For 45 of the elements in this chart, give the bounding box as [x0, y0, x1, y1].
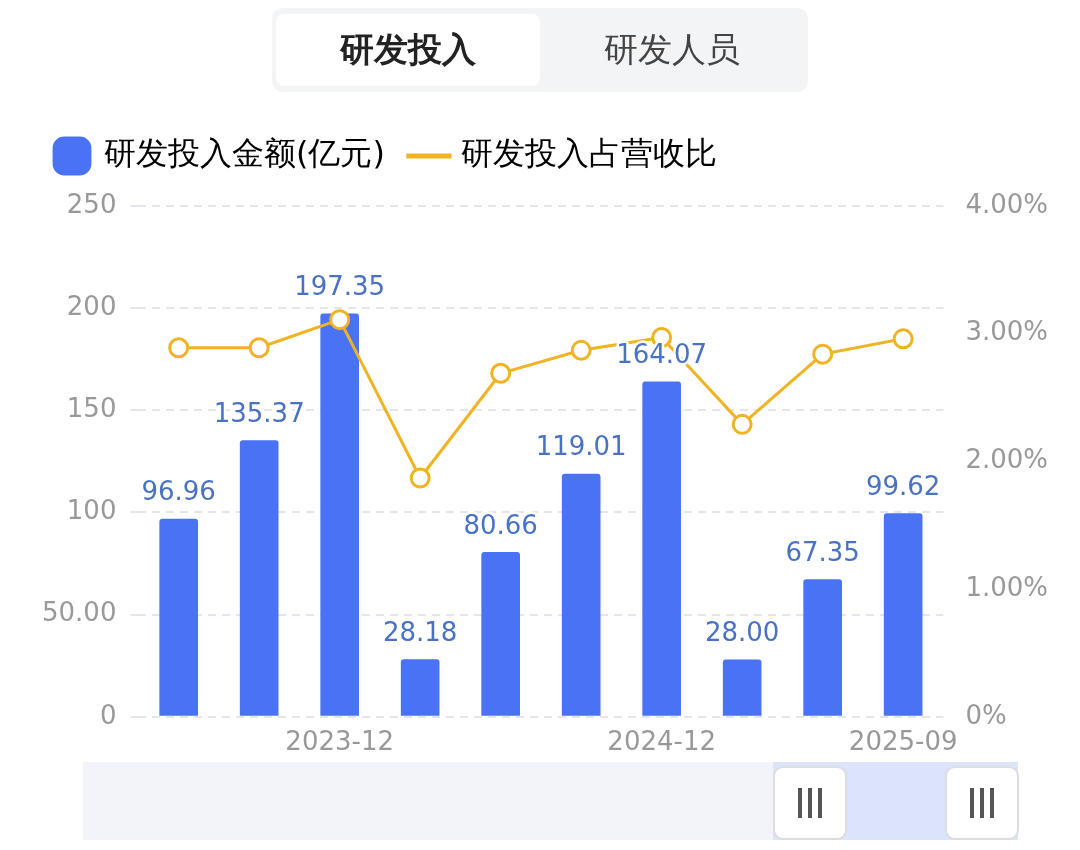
- x-tick-label: 2023-12: [285, 726, 394, 757]
- data-label: 197.35: [294, 271, 386, 302]
- y2-tick-label: 1.00%: [965, 571, 1049, 602]
- data-label: 80.66: [463, 509, 538, 540]
- data-label: 96.96: [141, 476, 216, 507]
- y-tick-label: 150: [66, 393, 117, 424]
- legend-label: 研发投入占营收比: [460, 134, 717, 173]
- bar: [320, 313, 359, 716]
- point: [248, 337, 270, 359]
- y2-tick-label: 3.00%: [965, 316, 1049, 347]
- bar: [561, 473, 601, 716]
- data-label: 28.18: [382, 616, 458, 647]
- data-label: 28.00: [704, 617, 780, 648]
- point: [168, 337, 190, 359]
- point: [892, 328, 914, 350]
- bar: [803, 579, 842, 716]
- point: [731, 413, 753, 435]
- y2-tick-label: 2.00%: [965, 444, 1049, 475]
- data-label: 119.01: [535, 431, 627, 462]
- bar: [159, 518, 198, 716]
- bar: [400, 659, 440, 716]
- bar: [722, 659, 762, 716]
- y2-tick-label: 0%: [965, 699, 1007, 730]
- y-tick-label: 100: [66, 495, 117, 526]
- point: [812, 343, 834, 365]
- point: [409, 467, 431, 489]
- legend-label: 研发投入金额(亿元): [104, 134, 385, 173]
- x-tick-label: 2025-09: [848, 726, 958, 757]
- data-label: 135.37: [213, 397, 305, 428]
- bar: [239, 440, 279, 716]
- point: [570, 339, 592, 361]
- data-label: 67.35: [785, 536, 860, 567]
- bar: [883, 513, 923, 716]
- data-label: 99.62: [865, 471, 941, 502]
- bar: [642, 381, 681, 716]
- point: [329, 309, 351, 331]
- tab-switcher: 研发投入 研发人员: [272, 8, 808, 92]
- y-tick-label: 50.00: [42, 597, 117, 628]
- y2-tick-label: 4.00%: [965, 188, 1049, 219]
- x-tick-label: 2024-12: [607, 726, 716, 757]
- bar: [481, 552, 520, 716]
- y-tick-label: 0: [99, 699, 117, 730]
- point: [490, 362, 512, 384]
- y-tick-label: 250: [66, 188, 117, 219]
- y-tick-label: 200: [66, 290, 117, 321]
